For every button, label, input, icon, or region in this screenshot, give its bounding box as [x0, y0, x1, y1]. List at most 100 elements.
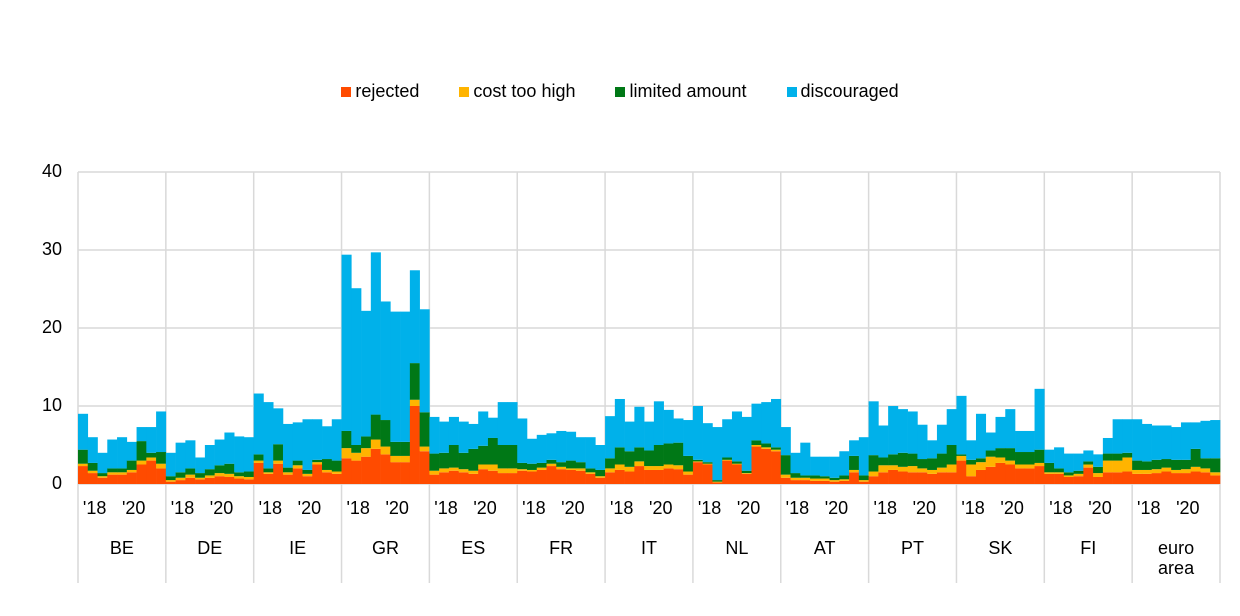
bar-segment [1122, 419, 1133, 453]
bar-segment [673, 469, 684, 484]
bar-segment [97, 476, 108, 478]
bar-segment [878, 472, 889, 484]
bar-segment [224, 473, 235, 477]
bar-segment [185, 468, 196, 475]
bar-segment [878, 457, 889, 466]
bar-segment [214, 473, 225, 477]
bar-segment [868, 401, 879, 456]
bar-segment [819, 476, 830, 479]
bar-segment [214, 476, 225, 484]
bar-segment [614, 464, 625, 470]
bar-segment [722, 457, 733, 460]
bar-segment [585, 468, 596, 473]
bar-segment [156, 463, 167, 469]
group-label: IT [641, 538, 657, 558]
x-tick-label: '20 [122, 498, 145, 518]
legend-swatch [459, 86, 470, 97]
bar-segment [1034, 462, 1045, 467]
bar-segment [253, 454, 264, 461]
bar-segment [1054, 473, 1065, 484]
bar-segment [409, 363, 420, 400]
bar-segment [936, 424, 948, 454]
bar-segment [849, 440, 860, 456]
bar-segment [1141, 461, 1152, 470]
bar-segment [165, 480, 176, 482]
x-tick-label: '18 [522, 498, 545, 518]
bar-segment [341, 254, 352, 431]
y-tick-label: 0 [52, 473, 62, 493]
bar-segment [956, 455, 967, 461]
x-tick-label: '18 [786, 498, 809, 518]
bar-segment [624, 451, 635, 467]
bar-segment [448, 470, 459, 484]
x-tick-label: '20 [1000, 498, 1023, 518]
bar-segment [312, 419, 323, 460]
bar-segment [351, 445, 362, 453]
bar-segment [117, 468, 128, 473]
bar-segment [605, 472, 616, 484]
group-label: DE [197, 538, 223, 558]
bar-segment [185, 474, 196, 478]
bar-segment [614, 469, 625, 484]
bar-segment [644, 450, 655, 467]
bar-segment [995, 416, 1006, 449]
bar-segment [1073, 476, 1084, 484]
bar-segment [390, 311, 401, 442]
bar-segment [1083, 450, 1094, 462]
bar-segment [429, 416, 440, 454]
bar-segment [800, 477, 811, 481]
group-label: PT [901, 538, 925, 558]
bar-segment [224, 476, 235, 484]
bar-segment [644, 466, 655, 470]
bar-segment [780, 474, 791, 478]
legend-label: discouraged [800, 81, 899, 101]
bar-segment [946, 472, 957, 484]
bar-segment [1034, 466, 1045, 484]
legend-item: limited amount [615, 81, 747, 102]
bar-segment [234, 472, 245, 477]
bar-segment [97, 477, 108, 484]
bar-segment [995, 457, 1006, 463]
x-tick-label: '20 [737, 498, 760, 518]
group-label: NL [725, 538, 749, 558]
bar-segment [1015, 452, 1026, 465]
bar-segment [234, 478, 245, 484]
bar-segment [126, 441, 137, 461]
bar-segment [487, 470, 499, 484]
bar-segment [87, 462, 98, 471]
bar-segment [849, 455, 860, 470]
bar-segment [790, 480, 801, 484]
bar-segment [985, 432, 996, 451]
bar-segment [575, 470, 586, 484]
bar-segment [1210, 475, 1221, 484]
bar-segment [985, 450, 996, 457]
bar-segment [1171, 473, 1182, 484]
bar-segment [683, 471, 694, 475]
bar-segment [1063, 472, 1074, 476]
bar-segment [722, 419, 733, 458]
bar-segment [907, 466, 918, 473]
bar-segment [878, 465, 889, 473]
bar-segment [1024, 430, 1035, 453]
x-tick-label: '20 [298, 498, 321, 518]
bar-segment [1151, 473, 1162, 484]
bar-segment [1122, 471, 1133, 484]
bar-segment [351, 452, 362, 461]
legend-swatch [341, 86, 352, 97]
bar-segment [741, 416, 752, 471]
bar-segment [751, 403, 762, 441]
bar-segment [800, 475, 811, 478]
bar-segment [1024, 468, 1035, 484]
bar-segment [702, 423, 713, 463]
legend-label: rejected [355, 81, 420, 101]
bar-segment [868, 455, 879, 472]
bar-segment [907, 411, 918, 454]
bar-segment [185, 477, 196, 484]
bar-segment [526, 438, 538, 464]
bar-segment [575, 437, 586, 463]
x-tick-label: '18 [698, 498, 721, 518]
bar-segment [1112, 460, 1123, 473]
bar-segment [888, 465, 899, 470]
bar-segment [1161, 425, 1172, 460]
bar-segment [204, 469, 215, 476]
